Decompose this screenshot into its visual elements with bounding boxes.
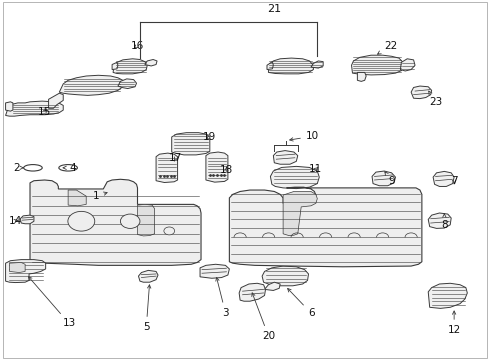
Text: 20: 20 (252, 293, 275, 341)
Polygon shape (49, 93, 63, 108)
Polygon shape (172, 133, 210, 155)
Polygon shape (5, 101, 63, 116)
Ellipse shape (121, 214, 140, 228)
Text: 19: 19 (203, 132, 217, 142)
Text: 9: 9 (385, 172, 395, 186)
Polygon shape (156, 153, 177, 183)
Polygon shape (112, 62, 118, 69)
Text: 1: 1 (93, 191, 107, 201)
Polygon shape (351, 55, 404, 75)
Polygon shape (357, 72, 366, 81)
Text: 3: 3 (216, 278, 229, 318)
Text: 18: 18 (220, 165, 233, 175)
Text: 7: 7 (451, 176, 458, 186)
Polygon shape (113, 59, 147, 74)
Polygon shape (9, 262, 25, 273)
Text: 21: 21 (267, 4, 281, 14)
Polygon shape (229, 187, 422, 267)
Polygon shape (20, 215, 34, 224)
Polygon shape (145, 59, 157, 66)
Text: 2: 2 (13, 163, 23, 173)
Polygon shape (5, 260, 46, 283)
Polygon shape (139, 270, 158, 282)
Polygon shape (262, 266, 309, 286)
Polygon shape (5, 102, 13, 111)
Ellipse shape (164, 227, 174, 235)
Ellipse shape (68, 211, 95, 231)
Polygon shape (428, 213, 451, 228)
Text: 11: 11 (309, 164, 322, 174)
Polygon shape (30, 179, 201, 265)
Polygon shape (267, 62, 273, 69)
Ellipse shape (24, 165, 42, 171)
Text: 12: 12 (447, 311, 461, 335)
Polygon shape (68, 190, 86, 206)
Text: 14: 14 (9, 216, 22, 226)
Ellipse shape (59, 165, 77, 171)
Polygon shape (428, 283, 467, 309)
Text: 22: 22 (378, 41, 397, 54)
Text: 8: 8 (441, 214, 448, 230)
Text: 16: 16 (131, 41, 144, 50)
Polygon shape (273, 150, 298, 164)
Text: 17: 17 (169, 153, 182, 163)
Polygon shape (138, 204, 155, 236)
Polygon shape (59, 75, 124, 95)
Polygon shape (118, 79, 137, 89)
Polygon shape (400, 59, 415, 71)
Polygon shape (372, 171, 395, 186)
Polygon shape (311, 61, 323, 68)
Polygon shape (411, 86, 432, 99)
Text: 5: 5 (143, 285, 151, 332)
Polygon shape (270, 166, 319, 189)
Text: 13: 13 (28, 277, 76, 328)
Text: 23: 23 (429, 91, 442, 107)
Polygon shape (200, 264, 229, 278)
Text: 6: 6 (288, 288, 315, 318)
Polygon shape (269, 58, 314, 74)
Text: 15: 15 (38, 107, 51, 117)
Polygon shape (433, 171, 454, 186)
Polygon shape (265, 282, 280, 291)
Polygon shape (239, 283, 266, 301)
Polygon shape (283, 192, 318, 235)
Polygon shape (206, 152, 228, 182)
Text: 4: 4 (63, 163, 76, 173)
Text: 10: 10 (290, 131, 319, 141)
